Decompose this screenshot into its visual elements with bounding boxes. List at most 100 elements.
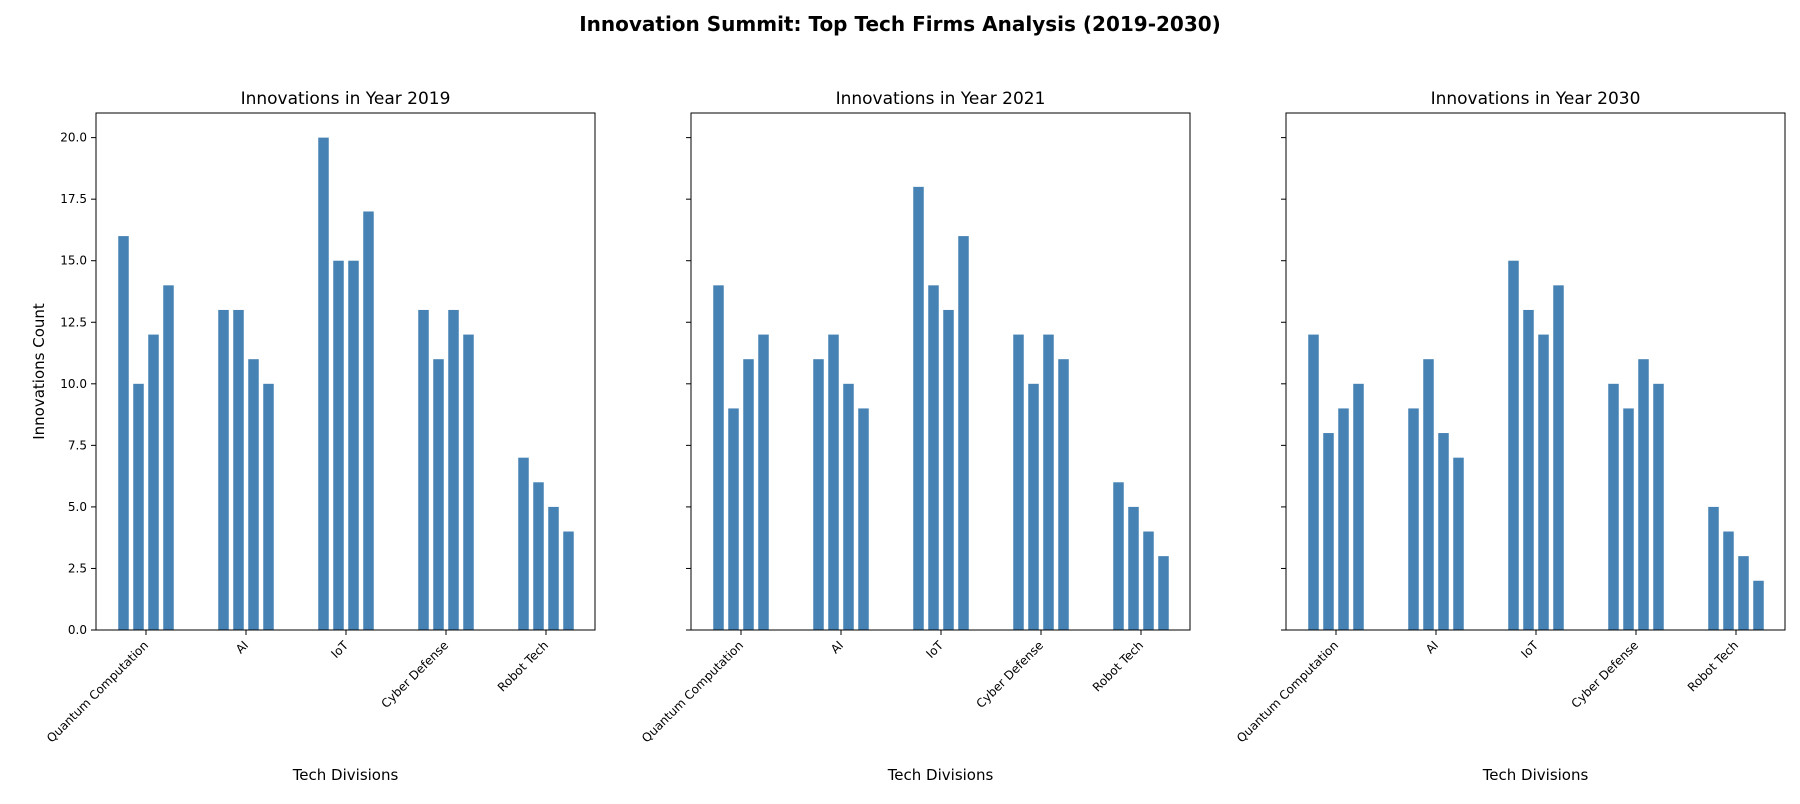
bars (713, 186, 1169, 631)
bar (713, 285, 724, 630)
bars (1308, 260, 1764, 630)
bar (148, 334, 159, 630)
bar (813, 359, 824, 630)
y-axis-label: Innovations Count (30, 303, 48, 440)
bar (1623, 408, 1634, 630)
bar (118, 236, 129, 630)
bar (263, 383, 274, 630)
x-tick-label: Cyber Defense (973, 638, 1046, 711)
bar (958, 236, 969, 630)
bar (1013, 334, 1024, 630)
bar (1708, 506, 1719, 630)
x-tick-label: IoT (1518, 638, 1541, 661)
y-tick-label: 7.5 (68, 438, 87, 452)
y-tick-label: 15.0 (60, 254, 87, 268)
bar (363, 211, 374, 631)
x-axis-label: Tech Divisions (1482, 766, 1589, 784)
bar (743, 359, 754, 630)
y-tick-label: 17.5 (60, 192, 87, 206)
panel-title: Innovations in Year 2019 (241, 89, 451, 109)
bar (1538, 334, 1549, 630)
bar (548, 506, 559, 630)
x-tick-label: AI (1423, 638, 1441, 656)
bar (563, 531, 574, 630)
x-tick-label: IoT (328, 638, 351, 661)
bar (1058, 359, 1069, 630)
y-tick-label: 0.0 (68, 623, 87, 637)
y-tick-label: 12.5 (60, 315, 87, 329)
panel-1: Innovations in Year 2019 0.0 2.5 5.0 7.5 10.0… (30, 89, 596, 784)
bar (1113, 482, 1124, 630)
bar (1043, 334, 1054, 630)
x-tick-label: Cyber Defense (1568, 638, 1641, 711)
bar (858, 408, 869, 630)
bar (913, 186, 924, 631)
bars (118, 137, 574, 631)
bar (333, 260, 344, 630)
panel-3: Innovations in Year 2030 Quantum Computat… (1234, 89, 1786, 784)
x-tick-label: Cyber Defense (378, 638, 451, 711)
bar (928, 285, 939, 630)
x-tick-label: Quantum Computation (1234, 638, 1341, 745)
y-tick-label: 5.0 (68, 500, 87, 514)
bar (248, 359, 259, 630)
bar (1323, 433, 1334, 630)
bar (433, 359, 444, 630)
bar (418, 309, 429, 630)
bar (1723, 531, 1734, 630)
x-tick-label: Robot Tech (495, 638, 551, 694)
bar (943, 309, 954, 630)
bar (133, 383, 144, 630)
x-tick-label: Quantum Computation (44, 638, 151, 745)
bar (1653, 383, 1664, 630)
y-tick-label: 20.0 (60, 131, 87, 145)
bar (1143, 531, 1154, 630)
x-tick-label: Quantum Computation (639, 638, 746, 745)
bar (218, 309, 229, 630)
bar (1438, 433, 1449, 630)
bar (1158, 556, 1169, 630)
bar (1408, 408, 1419, 630)
bar (1453, 457, 1464, 630)
bar (1353, 383, 1364, 630)
bar (1338, 408, 1349, 630)
panel-title: Innovations in Year 2030 (1431, 89, 1641, 109)
bar (728, 408, 739, 630)
bar (1523, 309, 1534, 630)
y-tick-label: 2.5 (68, 561, 87, 575)
plot-frame (690, 112, 1191, 631)
plot-frame (95, 112, 596, 631)
bar (348, 260, 359, 630)
x-axis-label: Tech Divisions (887, 766, 994, 784)
bar (233, 309, 244, 630)
bar (1423, 359, 1434, 630)
y-tick-label: 10.0 (60, 377, 87, 391)
panel-title: Innovations in Year 2021 (836, 89, 1046, 109)
plot-frame (1285, 112, 1786, 631)
figure-title: Innovation Summit: Top Tech Firms Analys… (579, 12, 1221, 36)
x-tick-label: Robot Tech (1685, 638, 1741, 694)
bar (163, 285, 174, 630)
bar (758, 334, 769, 630)
bar (1753, 580, 1764, 630)
bar (1028, 383, 1039, 630)
bar (1128, 506, 1139, 630)
bar (843, 383, 854, 630)
bar (1738, 556, 1749, 630)
bar (1638, 359, 1649, 630)
bar (448, 309, 459, 630)
bar (1508, 260, 1519, 630)
bar (533, 482, 544, 630)
panel-2: Innovations in Year 2021 Quantum Computat… (639, 89, 1191, 784)
bar (1308, 334, 1319, 630)
x-tick-label: AI (828, 638, 846, 656)
bar (1553, 285, 1564, 630)
bar (518, 457, 529, 630)
x-tick-label: IoT (923, 638, 946, 661)
bar (828, 334, 839, 630)
bar (318, 137, 329, 630)
bar (463, 334, 474, 630)
bar (1608, 383, 1619, 630)
